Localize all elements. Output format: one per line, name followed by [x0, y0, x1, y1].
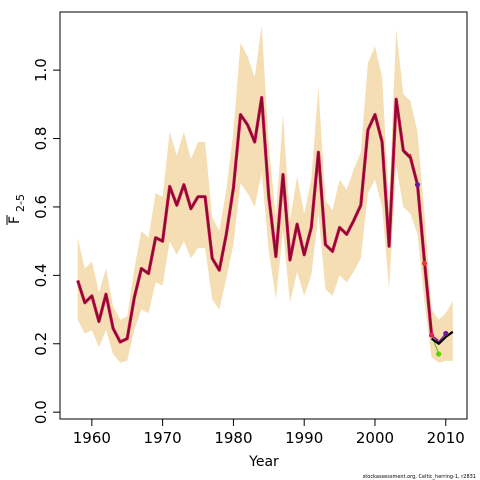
y-axis-title-sub: 2-5	[14, 194, 27, 212]
x-tick-label-1990: 1990	[285, 429, 323, 447]
confidence-band	[77, 25, 453, 363]
y-axis: 0.0 0.2 0.4 0.6 0.8 1.0	[32, 58, 61, 424]
y-tick-label-1.0: 1.0	[32, 58, 50, 82]
end-points-layer	[414, 182, 449, 357]
y-tick-label-0.6: 0.6	[32, 195, 50, 219]
y-tick-label-0.4: 0.4	[32, 263, 50, 287]
x-tick-label-1980: 1980	[214, 429, 252, 447]
x-tick-label-1970: 1970	[144, 429, 182, 447]
y-axis-title-main: F	[7, 216, 23, 224]
y-tick-label-0.0: 0.0	[32, 400, 50, 424]
end-point-2007	[421, 260, 428, 266]
end-point-2010	[443, 330, 449, 337]
end-point-2006	[414, 182, 421, 188]
series-line-main	[76, 96, 433, 343]
end-point-2009	[436, 351, 442, 357]
confidence-band-layer	[77, 25, 453, 363]
x-tick-label-1960: 1960	[73, 429, 111, 447]
end-point-2008	[429, 332, 435, 338]
y-tick-label-0.2: 0.2	[32, 332, 50, 356]
credit-text: stockassessment.org, Celtic_herring-1, r…	[363, 474, 476, 480]
x-tick-label-2010: 2010	[427, 429, 465, 447]
x-tick-label-2000: 2000	[356, 429, 394, 447]
x-axis-title: Year	[248, 454, 279, 470]
y-tick-label-0.8: 0.8	[32, 127, 50, 151]
y-axis-title: F 2-5	[6, 194, 27, 225]
x-axis: 1960 1970 1980 1990 2000 2010	[73, 418, 465, 447]
series-line-latest	[430, 330, 454, 345]
